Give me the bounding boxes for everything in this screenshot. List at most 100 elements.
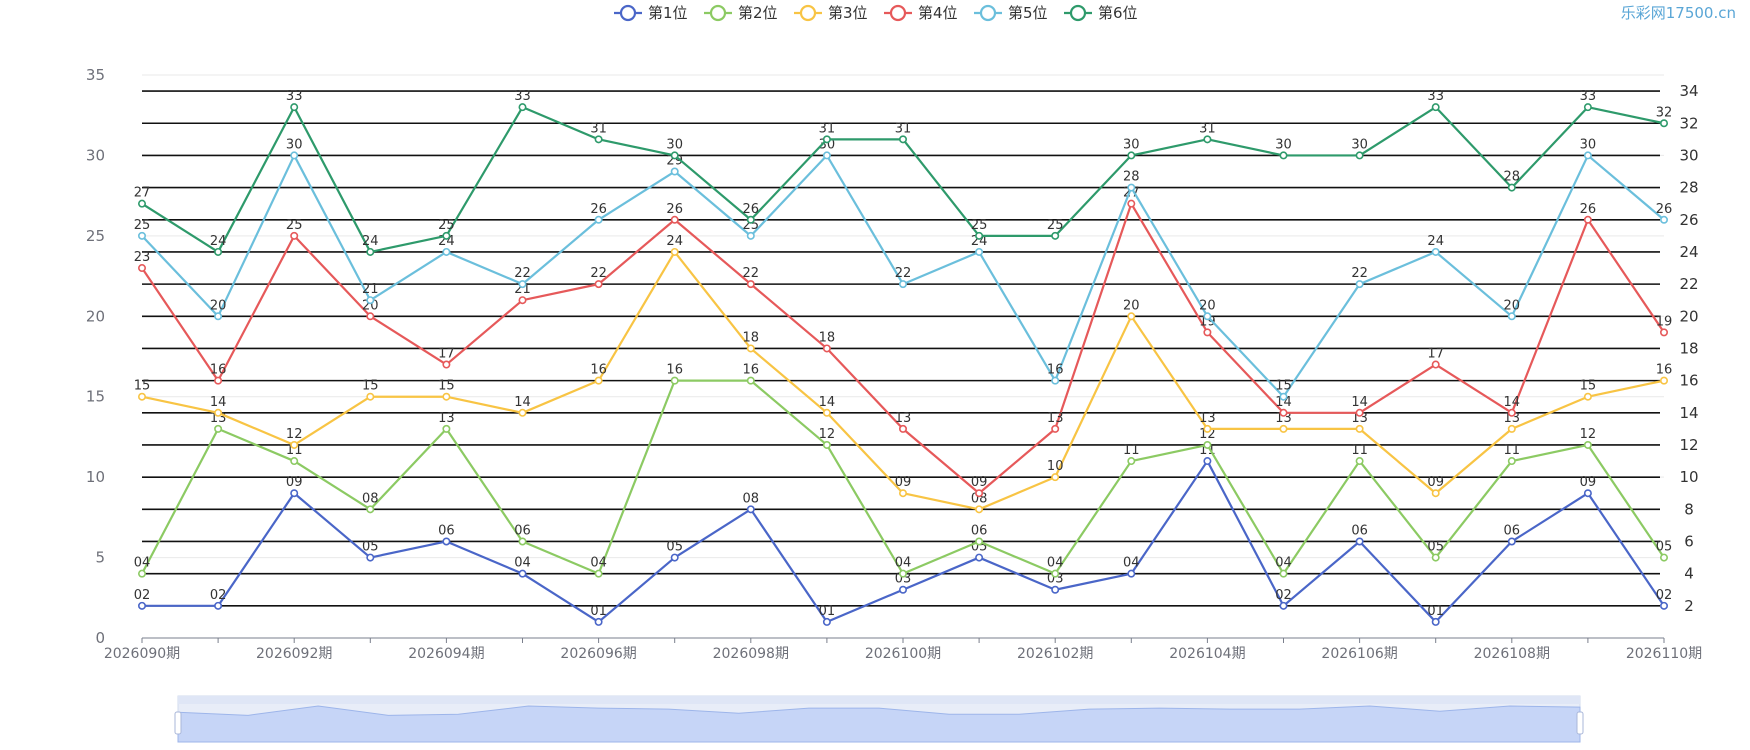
data-point xyxy=(138,199,147,208)
data-point xyxy=(1203,457,1212,466)
data-point xyxy=(670,167,679,176)
data-label: 33 xyxy=(286,89,303,104)
data-label: 25 xyxy=(134,218,151,233)
data-point xyxy=(442,392,451,401)
data-label: 20 xyxy=(1123,298,1140,313)
data-label: 08 xyxy=(743,491,760,506)
y-tick-label-left: 20 xyxy=(86,307,105,325)
data-label: 16 xyxy=(210,363,227,378)
y-tick-label-right: 6 xyxy=(1684,532,1694,550)
data-point xyxy=(366,553,375,562)
data-point xyxy=(214,312,223,321)
data-point xyxy=(898,135,907,144)
legend-marker xyxy=(619,4,637,22)
data-label: 25 xyxy=(743,218,760,233)
data-label: 14 xyxy=(1351,395,1368,410)
data-point xyxy=(670,215,679,224)
data-label: 26 xyxy=(1656,202,1673,217)
data-label: 02 xyxy=(1275,588,1292,603)
data-label: 08 xyxy=(971,491,988,506)
data-point xyxy=(138,231,147,240)
data-label: 24 xyxy=(1427,234,1444,249)
y-tick-label-right: 20 xyxy=(1679,307,1698,325)
legend-item: 第1位 xyxy=(614,4,688,22)
data-label: 26 xyxy=(666,202,683,217)
data-label: 12 xyxy=(819,427,836,442)
y-tick-label-left: 30 xyxy=(86,146,105,164)
y-tick-label-right: 30 xyxy=(1679,146,1698,164)
y-tick-label-right: 2 xyxy=(1684,597,1694,615)
data-label: 09 xyxy=(286,475,303,490)
y-tick-label-right: 8 xyxy=(1684,500,1694,518)
data-label: 25 xyxy=(1047,218,1064,233)
data-point xyxy=(594,376,603,385)
data-point xyxy=(1507,408,1516,417)
data-label: 04 xyxy=(590,556,607,571)
data-point xyxy=(594,135,603,144)
data-label: 13 xyxy=(1199,411,1216,426)
data-label: 12 xyxy=(1199,427,1216,442)
data-point xyxy=(518,408,527,417)
data-point xyxy=(898,489,907,498)
data-point xyxy=(822,344,831,353)
data-point xyxy=(746,505,755,514)
x-tick-label: 2026108期 xyxy=(1474,646,1550,662)
data-label: 23 xyxy=(134,250,151,265)
data-point xyxy=(594,215,603,224)
data-label: 16 xyxy=(1047,363,1064,378)
data-point xyxy=(1279,392,1288,401)
y-tick-label-left: 35 xyxy=(86,66,105,84)
data-label: 02 xyxy=(1656,588,1673,603)
legend-label: 第1位 xyxy=(648,4,688,22)
data-point xyxy=(822,135,831,144)
data-label: 15 xyxy=(1580,379,1597,394)
data-label: 25 xyxy=(286,218,303,233)
data-point xyxy=(1355,408,1364,417)
data-label: 33 xyxy=(514,89,531,104)
data-label: 12 xyxy=(1580,427,1597,442)
data-label: 18 xyxy=(743,330,760,345)
data-label: 02 xyxy=(134,588,151,603)
data-label: 15 xyxy=(134,379,151,394)
data-label: 03 xyxy=(1047,572,1064,587)
legend-marker xyxy=(979,4,997,22)
data-label: 03 xyxy=(895,572,912,587)
data-label: 22 xyxy=(743,266,760,281)
data-point xyxy=(214,408,223,417)
data-point xyxy=(1051,569,1060,578)
data-point xyxy=(214,247,223,256)
data-label: 26 xyxy=(1580,202,1597,217)
data-label: 31 xyxy=(1199,121,1216,136)
data-point xyxy=(138,601,147,610)
data-point xyxy=(975,489,984,498)
data-point xyxy=(1660,328,1669,337)
data-point xyxy=(822,617,831,626)
data-label: 14 xyxy=(819,395,836,410)
data-point xyxy=(670,151,679,160)
data-label: 31 xyxy=(590,121,607,136)
data-point xyxy=(670,376,679,385)
data-point xyxy=(1051,473,1060,482)
y-tick-label-left: 25 xyxy=(86,227,105,245)
data-label: 28 xyxy=(1123,170,1140,185)
y-tick-label-left: 10 xyxy=(86,468,105,486)
x-tick-label: 2026100期 xyxy=(865,646,941,662)
data-label: 14 xyxy=(514,395,531,410)
data-label: 13 xyxy=(895,411,912,426)
data-point xyxy=(898,280,907,289)
zoom-handle-right xyxy=(1576,711,1584,735)
data-point xyxy=(1127,312,1136,321)
legend-item: 第5位 xyxy=(974,4,1048,22)
data-label: 13 xyxy=(1504,411,1521,426)
data-point xyxy=(1660,376,1669,385)
data-label: 15 xyxy=(1275,379,1292,394)
legend-item: 第2位 xyxy=(704,4,778,22)
data-label: 15 xyxy=(362,379,379,394)
data-label: 06 xyxy=(1351,523,1368,538)
data-label: 11 xyxy=(1504,443,1521,458)
data-label: 08 xyxy=(362,491,379,506)
data-point xyxy=(746,280,755,289)
data-point xyxy=(975,247,984,256)
data-label: 14 xyxy=(1275,395,1292,410)
